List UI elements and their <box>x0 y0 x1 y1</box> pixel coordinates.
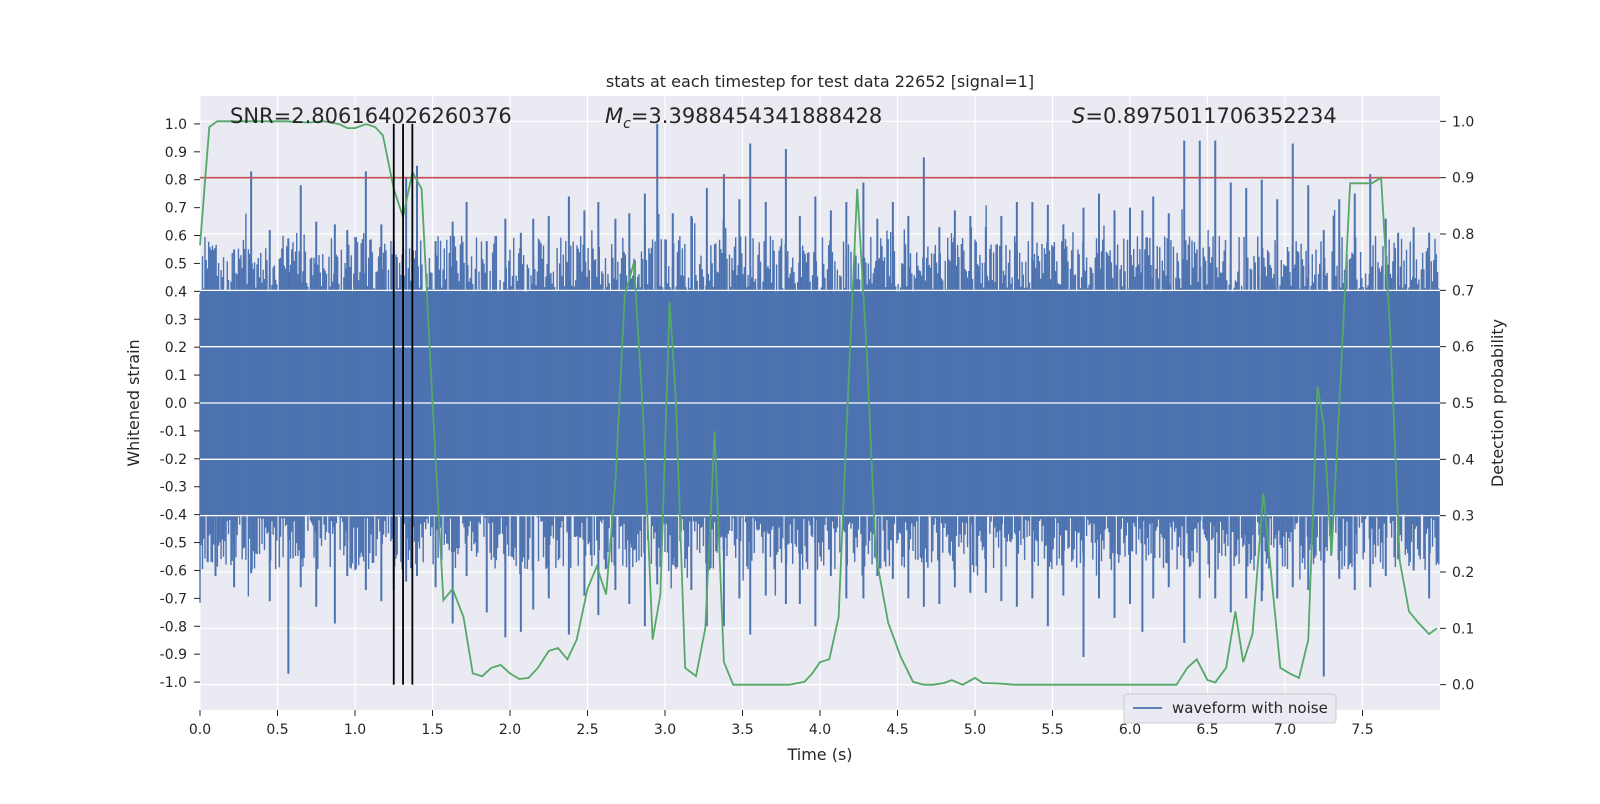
legend-box <box>1123 693 1337 724</box>
y2-tick-label: 0.6 <box>1452 340 1474 356</box>
y-tick-label: -0.6 <box>160 563 187 579</box>
score-annotation: S=0.8975011706352234 <box>1072 104 1337 128</box>
y2-tick-label: 0.1 <box>1452 621 1474 637</box>
y2-tick-label: 0.9 <box>1452 171 1474 187</box>
score-value: =0.8975011706352234 <box>1085 104 1336 128</box>
x-axis-label: Time (s) <box>786 745 852 764</box>
x-tick-label: 6.0 <box>1119 722 1141 738</box>
y-tick-label: -0.1 <box>160 424 187 440</box>
x-tick-label: 6.5 <box>1196 722 1218 738</box>
x-tick-label: 1.0 <box>344 722 366 738</box>
x-tick-label: 5.5 <box>1041 722 1063 738</box>
y-tick-label: 0.5 <box>165 256 187 272</box>
y-tick-label: 1.0 <box>165 117 187 133</box>
event-vlines <box>392 123 414 685</box>
y2-tick-label: 0.7 <box>1452 283 1474 299</box>
y-tick-label: 0.1 <box>165 368 187 384</box>
legend: waveform with noise <box>1123 693 1337 724</box>
y-tick-label: -0.7 <box>160 591 187 607</box>
y-tick-label: 0.8 <box>165 173 187 189</box>
snr-annotation: SNR=2.806164026260376 <box>230 104 512 128</box>
y-tick-label: -0.9 <box>160 647 187 663</box>
x-tick-label: 7.0 <box>1274 722 1296 738</box>
chirp-mass-subscript: c <box>623 116 631 132</box>
x-tick-label: 4.0 <box>809 722 831 738</box>
y2-tick-label: 0.2 <box>1452 565 1474 581</box>
chirp-mass-value: =3.3988454341888428 <box>631 104 882 128</box>
chirp-mass-symbol: M <box>605 104 623 128</box>
probability-series <box>199 120 1438 686</box>
x-tick-label: 0.0 <box>189 722 211 738</box>
y2-tick-label: 0.5 <box>1452 396 1474 412</box>
chirp-mass-annotation: Mc=3.3988454341888428 <box>605 104 882 132</box>
y-tick-label: -0.2 <box>160 452 187 468</box>
y-tick-label: -0.4 <box>160 508 187 524</box>
y2-axis-ticks: 1.0 0.9 0.8 0.7 0.6 0.5 0.4 0.3 0.2 0.1 0.0 <box>1440 114 1474 694</box>
x-tick-label: 0.5 <box>266 722 288 738</box>
y2-tick-label: 1.0 <box>1452 114 1474 130</box>
y2-tick-label: 0.8 <box>1452 227 1474 243</box>
legend-label: waveform with noise <box>1172 699 1328 717</box>
x-tick-label: 3.5 <box>731 722 753 738</box>
x-tick-label: 5.0 <box>964 722 986 738</box>
y-axis-ticks: 1.0 0.9 0.8 0.7 0.6 0.5 0.4 0.3 0.2 0.1 0.0 -0.1 -0.… <box>160 117 200 691</box>
probability-line <box>199 120 1438 686</box>
y2-tick-label: 0.3 <box>1452 509 1474 525</box>
grid-lines-overlay <box>200 289 1440 517</box>
y-tick-label: 0.6 <box>165 229 187 245</box>
y-tick-label: 0.2 <box>165 340 187 356</box>
x-tick-label: 4.5 <box>886 722 908 738</box>
y-tick-label: -0.3 <box>160 480 187 496</box>
x-tick-label: 2.0 <box>499 722 521 738</box>
x-tick-label: 7.5 <box>1351 722 1373 738</box>
x-axis-ticks: 0.0 0.5 1.0 1.5 2.0 2.5 3.0 3.5 4.0 4.5 5.0 5.5 6.0 6… <box>189 710 1374 738</box>
y-tick-label: 0.4 <box>165 284 187 300</box>
y-tick-label: -0.8 <box>160 619 187 635</box>
x-tick-label: 2.5 <box>576 722 598 738</box>
y-tick-label: 0.0 <box>165 396 187 412</box>
chart-title: stats at each timestep for test data 226… <box>606 72 1034 91</box>
y-tick-label: 0.7 <box>165 201 187 217</box>
y2-tick-label: 0.4 <box>1452 452 1474 468</box>
y-tick-label: 0.3 <box>165 312 187 328</box>
y-tick-label: -0.5 <box>160 536 187 552</box>
y-tick-label: -1.0 <box>160 675 187 691</box>
x-tick-label: 3.0 <box>654 722 676 738</box>
y2-tick-label: 0.0 <box>1452 678 1474 694</box>
x-tick-label: 1.5 <box>421 722 443 738</box>
score-symbol: S <box>1072 104 1085 128</box>
y2-axis-label: Detection probability <box>1488 319 1507 487</box>
y-axis-label: Whitened strain <box>124 339 143 466</box>
y-tick-label: 0.9 <box>165 145 187 161</box>
